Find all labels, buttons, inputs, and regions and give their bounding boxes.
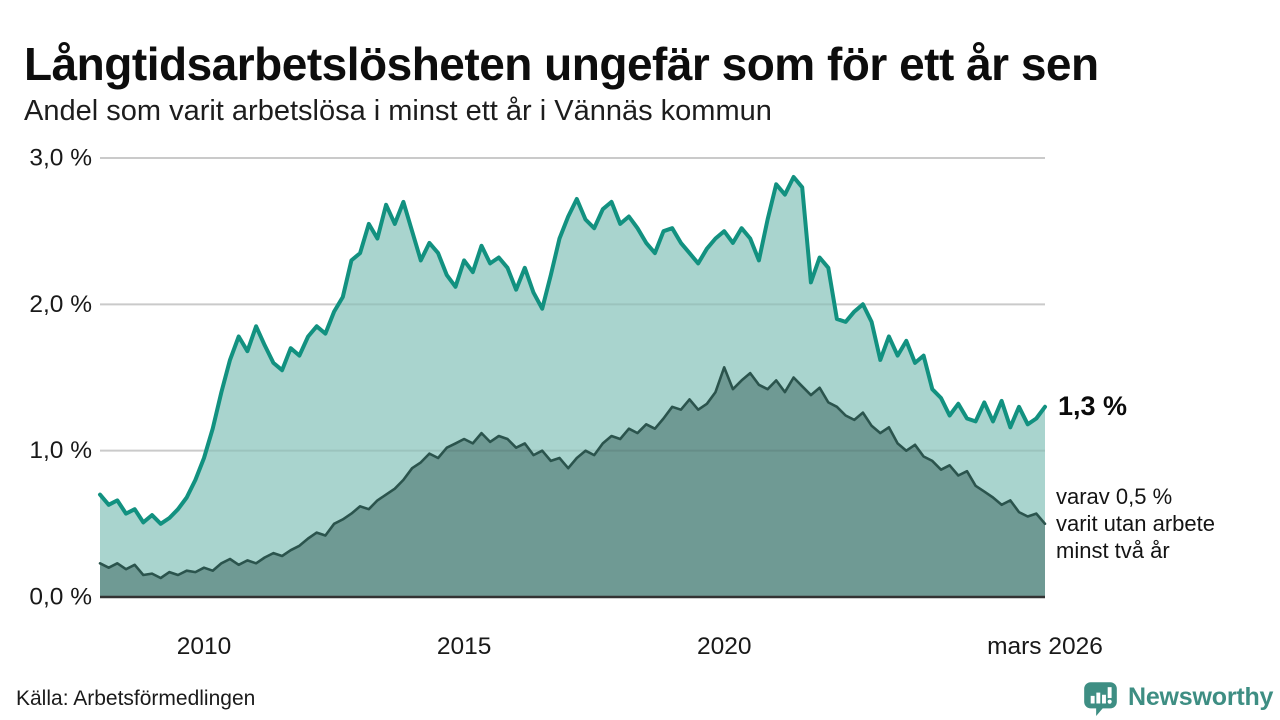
end-label-secondary-line1: varav 0,5 % bbox=[1056, 483, 1173, 509]
y-tick-label: 1,0 % bbox=[29, 437, 92, 464]
line-unemployed-min-two-years bbox=[98, 366, 1047, 580]
y-tick-label: 3,0 % bbox=[29, 145, 92, 172]
source-attribution: Källa: Arbetsförmedlingen bbox=[16, 687, 256, 710]
newsworthy-logo: Newsworthy bbox=[1082, 676, 1273, 718]
x-tick-label: 2010 bbox=[177, 633, 232, 660]
newsworthy-bubble-chart-icon bbox=[1084, 681, 1117, 716]
end-label-secondary: varav 0,5 % varit utan arbete minst två … bbox=[1056, 483, 1215, 564]
page-title: Långtidsarbetslösheten ungefär som för e… bbox=[24, 37, 1099, 90]
line-unemployed-min-one-year bbox=[98, 175, 1047, 526]
end-label-current: 1,3 % bbox=[1058, 390, 1128, 421]
end-label-secondary-line2: varit utan arbete bbox=[1056, 510, 1215, 536]
end-label-secondary-line3: minst två år bbox=[1056, 537, 1170, 563]
brand-name: Newsworthy bbox=[1128, 682, 1274, 711]
y-tick-label: 0,0 % bbox=[29, 584, 92, 611]
x-tick-label: 2015 bbox=[437, 633, 492, 660]
x-tick-label: mars 2026 bbox=[987, 633, 1103, 660]
page-subtitle: Andel som varit arbetslösa i minst ett å… bbox=[24, 95, 772, 127]
y-tick-label: 2,0 % bbox=[29, 291, 92, 318]
area-unemployed-min-two-years bbox=[100, 367, 1045, 597]
x-tick-label: 2020 bbox=[697, 633, 752, 660]
